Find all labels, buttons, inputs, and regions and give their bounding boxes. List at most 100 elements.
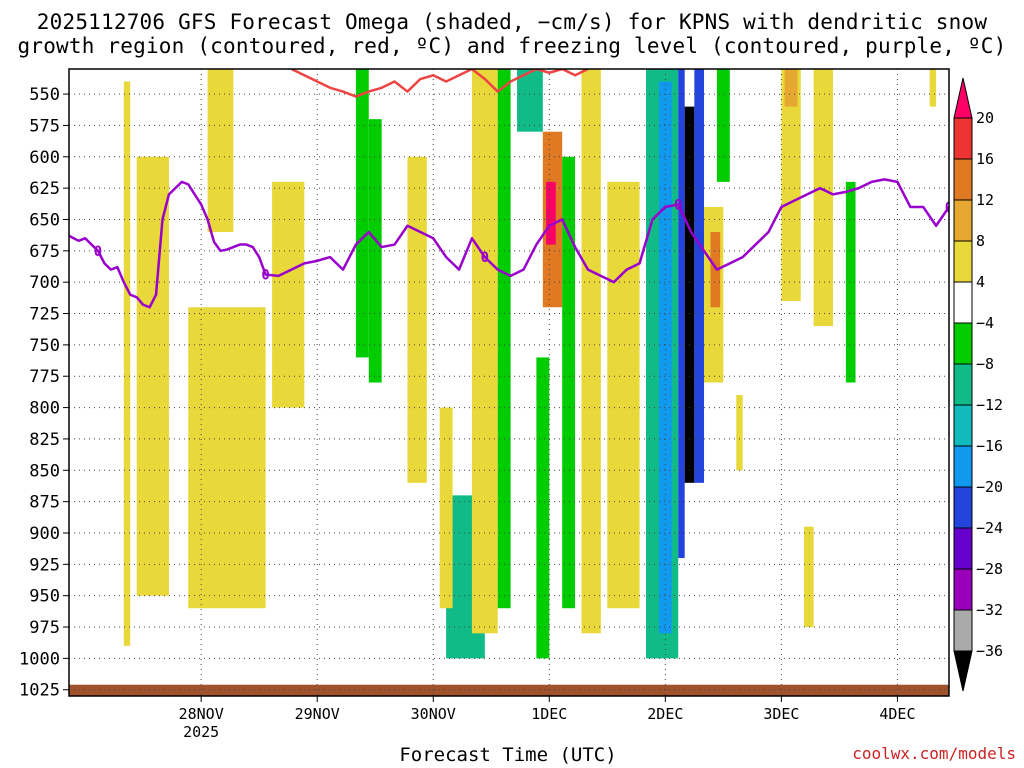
x-axis-title-text: Forecast Time (UTC) bbox=[399, 744, 617, 766]
colorbar-bin-1 bbox=[953, 117, 973, 160]
chart-title-line1: 2025112706 GFS Forecast Omega (shaded, −… bbox=[36, 10, 988, 34]
freezing-level-label-1: 0 bbox=[261, 268, 269, 284]
omega-shading bbox=[123, 69, 937, 659]
colorbar-bin-2 bbox=[953, 158, 973, 201]
y-tick-label-775: 775 bbox=[29, 367, 60, 387]
colorbar-bin-9 bbox=[953, 445, 973, 488]
colorbar-bin-12 bbox=[953, 568, 973, 611]
colorbar-label-9: −20 bbox=[976, 478, 1003, 496]
omega-cell-30 bbox=[813, 69, 833, 327]
omega-cell-6 bbox=[368, 119, 382, 383]
y-tick-label-600: 600 bbox=[29, 148, 60, 168]
y-tick-label-700: 700 bbox=[29, 273, 60, 293]
y-tick-label-900: 900 bbox=[29, 524, 60, 544]
omega-cell-23 bbox=[694, 69, 705, 483]
colorbar-label-13: −36 bbox=[976, 642, 1003, 660]
x-tick-label-3DEC: 3DEC bbox=[763, 705, 799, 723]
chart-title-line2: growth region (contoured, red, ºC) and f… bbox=[17, 34, 1007, 58]
colorbar-bottom-arrow bbox=[953, 650, 973, 692]
y-tick-label-625: 625 bbox=[29, 179, 60, 199]
y-tick-label-800: 800 bbox=[29, 399, 60, 419]
x-tick-label-30NOV: 30NOV bbox=[411, 705, 456, 723]
omega-cell-1 bbox=[136, 156, 169, 596]
y-tick-label-825: 825 bbox=[29, 430, 60, 450]
colorbar-label-10: −24 bbox=[976, 519, 1003, 537]
omega-cell-21 bbox=[678, 69, 685, 559]
y-tick-label-1000: 1000 bbox=[19, 649, 60, 669]
plot-frame bbox=[68, 68, 950, 697]
omega-cell-11 bbox=[497, 69, 511, 609]
colorbar-bin-6 bbox=[953, 322, 973, 365]
omega-cell-31 bbox=[845, 181, 856, 383]
omega-cell-0 bbox=[123, 81, 131, 646]
omega-cell-10 bbox=[471, 69, 498, 634]
colorbar-bin-8 bbox=[953, 404, 973, 447]
omega-cell-14 bbox=[546, 181, 556, 245]
omega-cell-16 bbox=[562, 156, 576, 609]
colorbar-bin-4 bbox=[953, 240, 973, 283]
omega-cell-17 bbox=[581, 69, 601, 634]
ground-fill bbox=[69, 684, 949, 696]
colorbar-bin-7 bbox=[953, 363, 973, 406]
colorbar-label-2: 12 bbox=[976, 191, 994, 209]
omega-cell-22 bbox=[684, 106, 695, 483]
y-tick-label-575: 575 bbox=[29, 116, 60, 136]
freezing-level-line-0 bbox=[69, 178, 949, 309]
colorbar-bin-5 bbox=[953, 281, 973, 324]
colorbar-label-8: −16 bbox=[976, 437, 1003, 455]
x-axis-title: Forecast Time (UTC) bbox=[0, 744, 1024, 766]
omega-cell-29 bbox=[784, 69, 798, 107]
colorbar-label-7: −12 bbox=[976, 396, 1003, 414]
y-tick-label-925: 925 bbox=[29, 555, 60, 575]
omega-cell-27 bbox=[736, 395, 743, 471]
ground-surface bbox=[69, 684, 949, 696]
omega-cell-2 bbox=[207, 69, 234, 233]
colorbar-top-arrow bbox=[953, 77, 973, 119]
y-tick-label-750: 750 bbox=[29, 336, 60, 356]
omega-cell-32 bbox=[803, 526, 814, 628]
omega-cell-28 bbox=[781, 69, 801, 301]
y-tick-label-725: 725 bbox=[29, 305, 60, 325]
omega-cell-18 bbox=[607, 181, 640, 609]
y-tick-label-950: 950 bbox=[29, 587, 60, 607]
colorbar-label-1: 16 bbox=[976, 150, 994, 168]
omega-cell-3 bbox=[188, 307, 266, 609]
colorbar-label-4: 4 bbox=[976, 273, 985, 291]
x-tick-label-2DEC: 2DEC bbox=[647, 705, 683, 723]
colorbar-label-11: −28 bbox=[976, 560, 1003, 578]
credit-link[interactable]: coolwx.com/models bbox=[852, 744, 1016, 763]
freezing-level-label-4: 0 bbox=[945, 200, 953, 216]
omega-cell-4 bbox=[272, 181, 305, 408]
omega-cell-5 bbox=[355, 69, 369, 358]
x-tick-sublabel-28NOV: 2025 bbox=[183, 723, 219, 741]
colorbar-label-6: −8 bbox=[976, 355, 994, 373]
omega-cell-12 bbox=[517, 69, 543, 132]
y-tick-label-550: 550 bbox=[29, 85, 60, 105]
y-axis: 550 575 600 625 650 675 700 725 750 775 800 825 850 8… bbox=[19, 85, 69, 701]
omega-cell-7 bbox=[407, 156, 427, 483]
colorbar: 20 16 12 8 4 −4 −8 −12 −16 −20 −24 −28 −32 −36 bbox=[953, 77, 1003, 692]
y-tick-label-1025: 1025 bbox=[19, 681, 60, 701]
omega-cell-26 bbox=[716, 69, 730, 182]
y-tick-label-975: 975 bbox=[29, 618, 60, 638]
colorbar-label-0: 20 bbox=[976, 109, 994, 127]
colorbar-bin-11 bbox=[953, 527, 973, 570]
colorbar-label-5: −4 bbox=[976, 314, 994, 332]
freezing-level-label-2: 0 bbox=[481, 250, 489, 266]
omega-cell-33 bbox=[929, 69, 937, 107]
colorbar-bin-3 bbox=[953, 199, 973, 242]
freezing-level-label-3: 0 bbox=[674, 197, 682, 213]
freezing-level-label-0: 0 bbox=[94, 244, 102, 260]
colorbar-label-3: 8 bbox=[976, 232, 985, 250]
omega-cell-20 bbox=[658, 81, 672, 634]
y-tick-label-675: 675 bbox=[29, 242, 60, 262]
y-tick-label-650: 650 bbox=[29, 210, 60, 230]
x-tick-label-28NOV: 28NOV bbox=[179, 705, 224, 723]
omega-cell-9 bbox=[439, 407, 453, 609]
omega-cell-15 bbox=[536, 357, 550, 659]
grid-lines bbox=[69, 69, 949, 696]
colorbar-bin-10 bbox=[953, 486, 973, 529]
y-tick-label-850: 850 bbox=[29, 461, 60, 481]
